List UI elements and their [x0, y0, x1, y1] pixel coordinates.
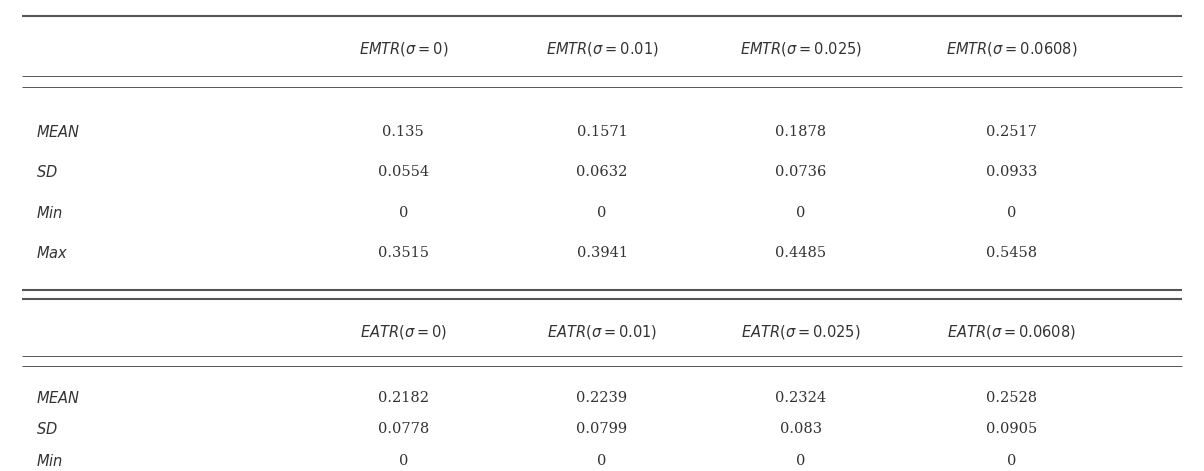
Text: $SD$: $SD$	[36, 164, 58, 180]
Text: 0: 0	[399, 206, 408, 220]
Text: $MEAN$: $MEAN$	[36, 124, 81, 140]
Text: 0: 0	[1007, 206, 1016, 220]
Text: 0.135: 0.135	[383, 125, 424, 139]
Text: 0.2182: 0.2182	[378, 391, 429, 405]
Text: $EMTR(\sigma = 0)$: $EMTR(\sigma = 0)$	[359, 41, 448, 58]
Text: 0.0905: 0.0905	[986, 422, 1037, 436]
Text: 0.3941: 0.3941	[577, 246, 627, 260]
Text: 0.2239: 0.2239	[577, 391, 627, 405]
Text: $SD$: $SD$	[36, 421, 58, 437]
Text: 0.0933: 0.0933	[986, 165, 1037, 179]
Text: 0.0736: 0.0736	[775, 165, 826, 179]
Text: 0.1571: 0.1571	[577, 125, 627, 139]
Text: 0: 0	[597, 454, 607, 468]
Text: 0.5458: 0.5458	[986, 246, 1037, 260]
Text: 0.2517: 0.2517	[986, 125, 1037, 139]
Text: 0.083: 0.083	[780, 422, 821, 436]
Text: $EATR(\sigma = 0.01)$: $EATR(\sigma = 0.01)$	[547, 323, 657, 341]
Text: 0: 0	[796, 206, 805, 220]
Text: 0: 0	[1007, 454, 1016, 468]
Text: 0.3515: 0.3515	[378, 246, 429, 260]
Text: $Min$: $Min$	[36, 205, 63, 221]
Text: 0.0778: 0.0778	[378, 422, 429, 436]
Text: 0.2528: 0.2528	[986, 391, 1037, 405]
Text: $EMTR(\sigma = 0.0608)$: $EMTR(\sigma = 0.0608)$	[945, 41, 1078, 58]
Text: 0.1878: 0.1878	[775, 125, 826, 139]
Text: 0: 0	[399, 454, 408, 468]
Text: 0: 0	[796, 454, 805, 468]
Text: 0.0632: 0.0632	[577, 165, 627, 179]
Text: $EATR(\sigma = 0)$: $EATR(\sigma = 0)$	[360, 323, 447, 341]
Text: $Max$: $Max$	[36, 245, 69, 261]
Text: $EATR(\sigma = 0.025)$: $EATR(\sigma = 0.025)$	[740, 323, 861, 341]
Text: 0.2324: 0.2324	[775, 391, 826, 405]
Text: 0.4485: 0.4485	[775, 246, 826, 260]
Text: $EMTR(\sigma = 0.025)$: $EMTR(\sigma = 0.025)$	[739, 41, 862, 58]
Text: $EMTR(\sigma = 0.01)$: $EMTR(\sigma = 0.01)$	[545, 41, 659, 58]
Text: 0: 0	[597, 206, 607, 220]
Text: 0.0554: 0.0554	[378, 165, 429, 179]
Text: $MEAN$: $MEAN$	[36, 390, 81, 406]
Text: $EATR(\sigma = 0.0608)$: $EATR(\sigma = 0.0608)$	[946, 323, 1076, 341]
Text: $Min$: $Min$	[36, 453, 63, 469]
Text: 0.0799: 0.0799	[577, 422, 627, 436]
